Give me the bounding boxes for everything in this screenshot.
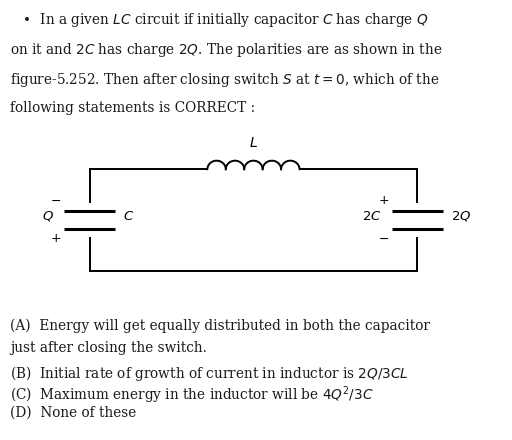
Text: (A)  Energy will get equally distributed in both the capacitor: (A) Energy will get equally distributed … (10, 319, 430, 334)
Text: figure-5.252. Then after closing switch $S$ at $t=0$, which of the: figure-5.252. Then after closing switch … (10, 71, 440, 89)
Text: (B)  Initial rate of growth of current in inductor is $2Q/3CL$: (B) Initial rate of growth of current in… (10, 364, 409, 383)
Text: $-$: $-$ (50, 194, 61, 207)
Text: (C)  Maximum energy in the inductor will be $4Q^2/3C$: (C) Maximum energy in the inductor will … (10, 385, 374, 407)
Text: $L$: $L$ (249, 136, 258, 150)
Text: $+$: $+$ (50, 232, 61, 246)
Text: $Q$: $Q$ (42, 209, 54, 224)
Text: (D)  None of these: (D) None of these (10, 406, 137, 420)
Text: •  In a given $LC$ circuit if initially capacitor $C$ has charge $Q$: • In a given $LC$ circuit if initially c… (10, 11, 429, 29)
Text: $C$: $C$ (123, 210, 134, 223)
Text: just after closing the switch.: just after closing the switch. (10, 341, 207, 356)
Text: on it and $2C$ has charge $2Q$. The polarities are as shown in the: on it and $2C$ has charge $2Q$. The pola… (10, 41, 442, 59)
Text: $2C$: $2C$ (362, 210, 381, 223)
Text: following statements is CORRECT :: following statements is CORRECT : (10, 101, 255, 115)
Text: $2Q$: $2Q$ (451, 209, 471, 224)
Text: $+$: $+$ (378, 194, 389, 207)
Text: $-$: $-$ (378, 232, 389, 246)
